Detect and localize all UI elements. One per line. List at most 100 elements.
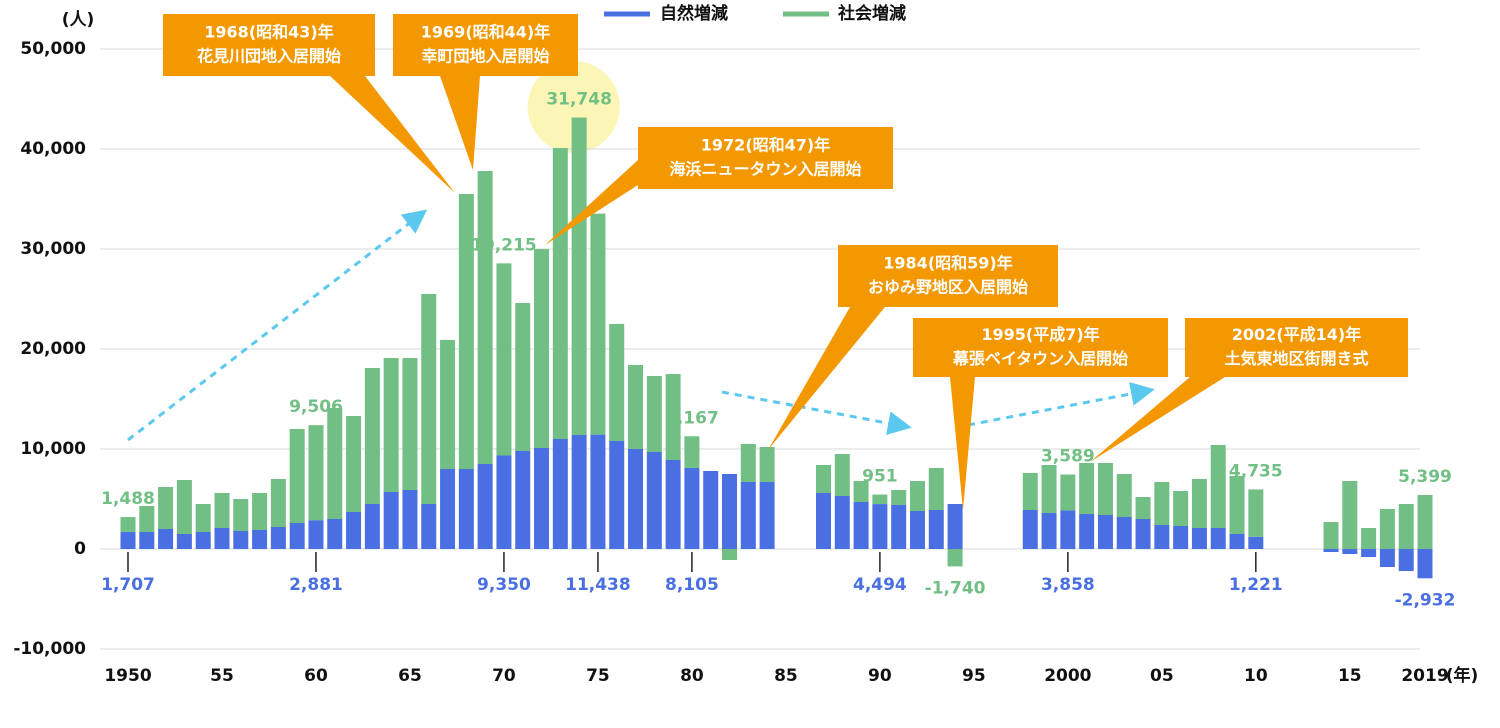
bar (571, 117, 587, 436)
data-label: 3,167 (665, 408, 719, 428)
callout-pointer (768, 307, 885, 450)
bar (1229, 534, 1245, 549)
bar (1417, 549, 1433, 579)
bar (1210, 445, 1226, 528)
bar (515, 451, 531, 549)
x-tick-label: 2019 (1401, 666, 1448, 686)
bar (891, 490, 907, 505)
bar (440, 340, 456, 469)
x-tick-label: 70 (492, 666, 516, 686)
bar (270, 527, 286, 549)
bar (1097, 463, 1113, 515)
callout-text: 1972(昭和47)年 (701, 136, 830, 155)
bar (158, 487, 174, 529)
bar (947, 549, 963, 567)
y-tick-label: 30,000 (20, 239, 86, 259)
data-label: 3,589 (1041, 447, 1095, 467)
bar (947, 504, 963, 549)
data-label: 1,221 (1229, 575, 1283, 595)
bar (176, 534, 192, 549)
bar (891, 505, 907, 549)
bar (684, 467, 700, 549)
bar (722, 549, 738, 560)
bar (120, 517, 136, 532)
x-tick-label: 1950 (104, 666, 151, 686)
bar (308, 520, 324, 549)
bar (1097, 515, 1113, 549)
data-label: 11,438 (565, 575, 631, 595)
bar (383, 492, 399, 549)
data-label: 3,858 (1041, 575, 1095, 595)
bar (1116, 474, 1132, 517)
bar (270, 479, 286, 527)
bar (1079, 463, 1095, 514)
data-label: -2,932 (1395, 590, 1456, 610)
bar (853, 502, 869, 549)
callout-box (913, 318, 1168, 377)
bar (120, 531, 136, 549)
x-tick-label: 80 (680, 666, 704, 686)
callout-text: 1969(昭和44)年 (421, 23, 550, 42)
callout-box (393, 14, 578, 76)
bar (308, 425, 324, 521)
callout-box (838, 245, 1058, 307)
bar (1229, 476, 1245, 534)
x-unit: (年) (1446, 665, 1479, 686)
bar (1398, 504, 1414, 549)
bar (590, 213, 606, 435)
data-label: 8,105 (665, 575, 719, 595)
callout-text: おゆみ野地区入居開始 (868, 278, 1028, 297)
bar (571, 435, 587, 549)
x-tick-label: 15 (1338, 666, 1362, 686)
bar (458, 194, 474, 469)
bar (928, 468, 944, 510)
bar (1191, 528, 1207, 549)
bar (1060, 510, 1076, 549)
x-tick-label: 2000 (1044, 666, 1091, 686)
bar (872, 494, 888, 505)
bar (458, 469, 474, 549)
bar (346, 416, 362, 512)
bar (609, 441, 625, 549)
x-tick-label: 95 (962, 666, 986, 686)
bar (383, 358, 399, 492)
x-tick-label: 75 (586, 666, 610, 686)
bar (1022, 510, 1038, 549)
bar (327, 408, 343, 519)
callout-box (638, 127, 893, 189)
bar (703, 471, 719, 549)
bar (1361, 549, 1377, 557)
bar (909, 481, 925, 511)
bar (233, 499, 249, 531)
bar (477, 171, 493, 464)
bar (552, 439, 568, 549)
bar (1379, 509, 1395, 549)
y-tick-label: 0 (74, 539, 86, 559)
data-label: 1,488 (101, 489, 155, 509)
bar (909, 511, 925, 549)
bar (214, 493, 230, 528)
bar (834, 496, 850, 549)
bar (139, 506, 155, 532)
bar (815, 465, 831, 493)
callout-text: 幸町団地入居開始 (421, 47, 549, 66)
callout-pointer (330, 76, 455, 193)
bar (1116, 517, 1132, 549)
callout-text: 土気東地区街開き式 (1224, 349, 1368, 368)
x-tick-label: 85 (774, 666, 798, 686)
bar (1191, 479, 1207, 528)
bar (477, 464, 493, 549)
callout-text: 花見川団地入居開始 (197, 47, 341, 66)
bar (327, 519, 343, 549)
x-tick-label: 10 (1244, 666, 1268, 686)
bar (740, 444, 756, 482)
data-label: 951 (862, 467, 898, 487)
callout-text: 幕張ベイタウン入居開始 (952, 349, 1128, 368)
bar (534, 249, 550, 448)
bar (646, 452, 662, 549)
bar (1135, 519, 1151, 549)
